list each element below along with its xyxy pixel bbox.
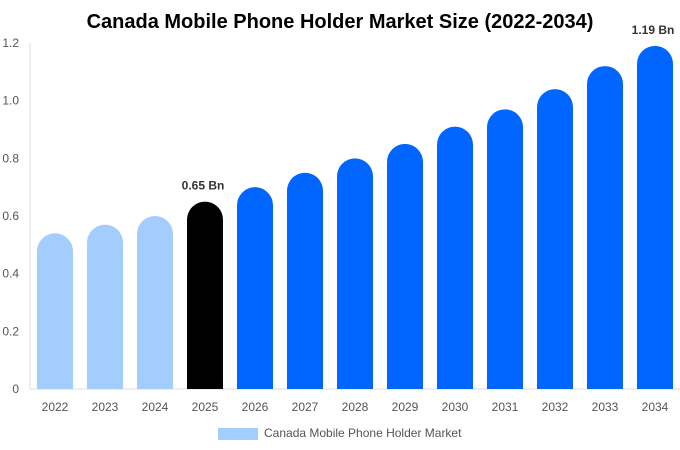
x-tick-label: 2022 — [42, 400, 69, 414]
legend-label: Canada Mobile Phone Holder Market — [264, 426, 462, 440]
data-label: 1.19 Bn — [632, 23, 675, 37]
y-tick-label: 0.8 — [2, 151, 19, 165]
x-tick-label: 2030 — [442, 400, 469, 414]
x-tick-label: 2024 — [142, 400, 169, 414]
bar-2028[interactable] — [337, 158, 373, 389]
bar-2032[interactable] — [537, 89, 573, 389]
x-tick-label: 2028 — [342, 400, 369, 414]
chart-title: Canada Mobile Phone Holder Market Size (… — [87, 11, 594, 33]
x-tick-label: 2029 — [392, 400, 419, 414]
data-labels: 0.65 Bn 1.19 Bn — [182, 23, 675, 193]
bar-2025[interactable] — [187, 201, 223, 389]
legend[interactable]: Canada Mobile Phone Holder Market — [218, 426, 462, 440]
legend-swatch — [218, 428, 258, 440]
bar-2029[interactable] — [387, 143, 423, 389]
bar-2022[interactable] — [37, 233, 73, 389]
bar-2023[interactable] — [87, 224, 123, 389]
x-tick-label: 2033 — [592, 400, 619, 414]
y-tick-label: 1.2 — [2, 36, 19, 50]
x-tick-label: 2025 — [192, 400, 219, 414]
bar-2027[interactable] — [287, 172, 323, 389]
y-tick-label: 1.0 — [2, 94, 19, 108]
x-tick-label: 2031 — [492, 400, 519, 414]
bar-2024[interactable] — [137, 216, 173, 389]
y-tick-label: 0.4 — [2, 267, 19, 281]
bar-2031[interactable] — [487, 109, 523, 390]
y-axis-ticks: 0 0.2 0.4 0.6 0.8 1.0 1.2 — [2, 36, 19, 396]
y-tick-label: 0.2 — [2, 324, 19, 338]
x-tick-label: 2027 — [292, 400, 319, 414]
x-axis-ticks: 2022 2023 2024 2025 2026 2027 2028 2029 2030 2031… — [42, 400, 669, 414]
bar-2030[interactable] — [437, 126, 473, 390]
bar-2034[interactable] — [637, 45, 673, 390]
y-tick-label: 0 — [12, 382, 19, 396]
data-label: 0.65 Bn — [182, 179, 225, 193]
x-tick-label: 2032 — [542, 400, 569, 414]
x-tick-label: 2026 — [242, 400, 269, 414]
bar-2026[interactable] — [237, 187, 273, 389]
bar-2033[interactable] — [587, 66, 623, 389]
x-tick-label: 2023 — [92, 400, 119, 414]
x-tick-label: 2034 — [642, 400, 669, 414]
bars — [37, 45, 673, 390]
y-tick-label: 0.6 — [2, 209, 19, 223]
